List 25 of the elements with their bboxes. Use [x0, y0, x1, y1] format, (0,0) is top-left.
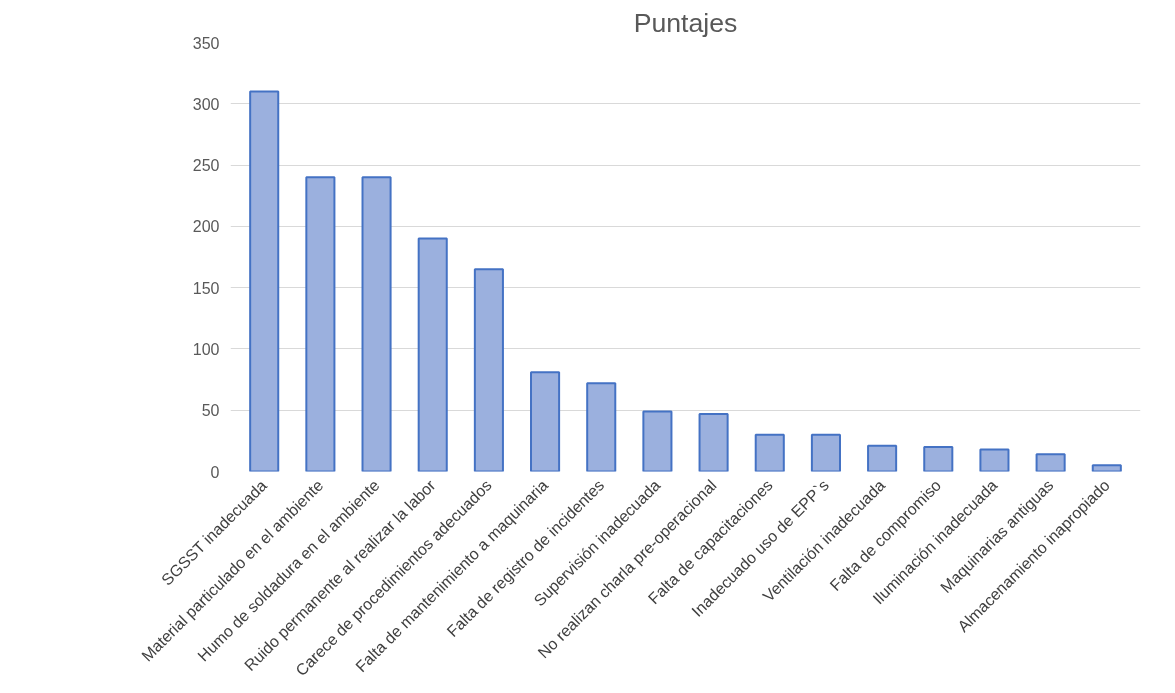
- bar: [1035, 453, 1066, 472]
- bar: [923, 445, 954, 472]
- chart-title: Puntajes: [633, 7, 738, 38]
- bar: [979, 448, 1010, 472]
- bar: [810, 433, 841, 472]
- bar: [249, 90, 280, 472]
- y-tick-label: 100: [192, 340, 220, 358]
- bar: [1091, 464, 1122, 472]
- bar: [867, 444, 898, 472]
- y-tick-label: 50: [201, 402, 220, 420]
- y-tick-label: 0: [210, 463, 220, 481]
- y-tick-label: 250: [192, 157, 220, 175]
- bar: [361, 176, 392, 472]
- y-tick-label: 150: [192, 279, 220, 297]
- y-tick-label: 300: [192, 95, 220, 113]
- bar: [642, 410, 673, 472]
- bar: [417, 237, 448, 472]
- y-tick-label: 200: [192, 218, 220, 236]
- y-tick-label: 350: [192, 34, 220, 52]
- bar: [530, 371, 561, 472]
- bar: [473, 268, 504, 472]
- bar: [305, 176, 336, 472]
- bar: [586, 382, 617, 472]
- bar: [698, 412, 729, 472]
- bar: [754, 433, 785, 472]
